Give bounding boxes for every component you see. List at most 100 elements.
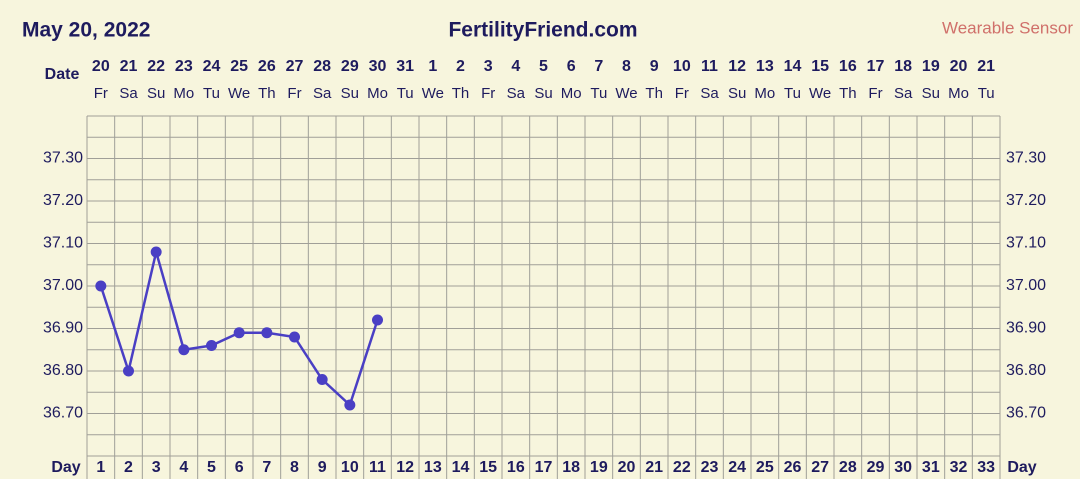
weekday-label: Sa — [119, 85, 138, 102]
x-tick-label: 2 — [124, 459, 133, 476]
date-label: 5 — [539, 58, 548, 75]
x-tick-label: 1 — [96, 459, 105, 476]
temperature-point — [261, 327, 273, 339]
date-label: 8 — [622, 58, 631, 75]
date-label: 30 — [369, 58, 387, 75]
x-tick-label: 6 — [235, 459, 244, 476]
x-tick-label: 4 — [179, 459, 188, 476]
x-tick-label: 25 — [756, 459, 774, 476]
date-label: 14 — [784, 58, 802, 75]
temperature-point — [289, 331, 300, 343]
date-label: 15 — [811, 58, 829, 75]
date-label: 20 — [92, 58, 110, 75]
weekday-label: Su — [728, 85, 746, 102]
temperature-point — [372, 314, 383, 326]
weekday-label: Fr — [94, 85, 108, 102]
weekday-label: Mo — [948, 85, 969, 102]
y-tick-label: 37.10 — [1006, 235, 1046, 252]
temperature-point — [206, 340, 217, 351]
date-label: 9 — [650, 58, 659, 75]
y-tick-label: 36.70 — [43, 405, 83, 422]
date-label: 18 — [894, 58, 912, 75]
x-tick-label: 8 — [290, 459, 299, 476]
weekday-label: Sa — [700, 85, 719, 102]
x-tick-label: 22 — [673, 459, 691, 476]
temperature-point — [316, 374, 328, 385]
y-tick-label: 37.10 — [43, 235, 83, 252]
date-label: 6 — [567, 58, 576, 75]
y-tick-label: 37.20 — [43, 192, 83, 209]
x-tick-label: 32 — [950, 459, 968, 476]
weekday-label: Tu — [203, 85, 220, 102]
x-tick-label: 14 — [452, 459, 470, 476]
date-label: 27 — [286, 58, 304, 75]
weekday-label: Mo — [561, 85, 582, 102]
date-label: 2 — [456, 58, 465, 75]
date-label: 20 — [950, 58, 968, 75]
x-tick-label: 27 — [811, 459, 829, 476]
x-tick-label: 26 — [784, 459, 802, 476]
day-row-label: Day — [1007, 459, 1036, 476]
x-tick-label: 12 — [396, 459, 414, 476]
x-tick-label: 19 — [590, 459, 608, 476]
temperature-point — [95, 280, 107, 292]
weekday-label: Tu — [590, 85, 607, 102]
x-tick-label: 28 — [839, 459, 857, 476]
x-tick-label: 31 — [922, 459, 940, 476]
weekday-label: We — [809, 85, 831, 102]
weekday-label: Su — [341, 85, 359, 102]
weekday-label: Su — [147, 85, 165, 102]
weekday-label: We — [228, 85, 250, 102]
x-tick-label: 7 — [262, 459, 271, 476]
weekday-label: Mo — [754, 85, 775, 102]
y-tick-label: 36.90 — [43, 320, 83, 337]
date-label: 29 — [341, 58, 359, 75]
date-label: 4 — [511, 58, 520, 75]
date-label: 23 — [175, 58, 193, 75]
weekday-label: Tu — [784, 85, 801, 102]
weekday-label: We — [422, 85, 444, 102]
weekday-label: Sa — [313, 85, 332, 102]
temperature-point — [150, 246, 162, 258]
x-tick-label: 29 — [867, 459, 885, 476]
date-label: 25 — [230, 58, 248, 75]
y-tick-label: 37.00 — [1006, 277, 1046, 294]
date-label: 1 — [428, 58, 437, 75]
date-label: 21 — [120, 58, 138, 75]
x-tick-label: 10 — [341, 459, 359, 476]
weekday-label: We — [615, 85, 637, 102]
weekday-label: Su — [534, 85, 552, 102]
weekday-label: Th — [839, 85, 857, 102]
weekday-label: Tu — [978, 85, 995, 102]
x-tick-label: 17 — [535, 459, 553, 476]
temperature-point — [344, 399, 356, 411]
date-label: 28 — [313, 58, 331, 75]
date-label: 26 — [258, 58, 276, 75]
date-label: 13 — [756, 58, 774, 75]
weekday-label: Th — [645, 85, 663, 102]
date-label: 19 — [922, 58, 940, 75]
date-label: 12 — [728, 58, 746, 75]
x-tick-label: 15 — [479, 459, 497, 476]
weekday-label: Sa — [894, 85, 913, 102]
temperature-point — [123, 365, 134, 377]
day-row-label: Day — [51, 459, 80, 476]
weekday-label: Fr — [481, 85, 495, 102]
weekday-label: Tu — [397, 85, 414, 102]
x-tick-label: 23 — [701, 459, 719, 476]
y-tick-label: 37.30 — [1006, 150, 1046, 167]
weekday-label: Sa — [507, 85, 526, 102]
weekday-label: Th — [452, 85, 470, 102]
x-tick-label: 20 — [618, 459, 636, 476]
date-label: 3 — [484, 58, 493, 75]
weekday-label: Mo — [173, 85, 194, 102]
x-tick-label: 18 — [562, 459, 580, 476]
y-tick-label: 36.90 — [1006, 320, 1046, 337]
x-tick-label: 9 — [318, 459, 327, 476]
x-tick-label: 16 — [507, 459, 525, 476]
x-tick-label: 21 — [645, 459, 663, 476]
y-tick-label: 36.70 — [1006, 405, 1046, 422]
x-tick-label: 11 — [369, 459, 386, 476]
x-tick-label: 5 — [207, 459, 216, 476]
